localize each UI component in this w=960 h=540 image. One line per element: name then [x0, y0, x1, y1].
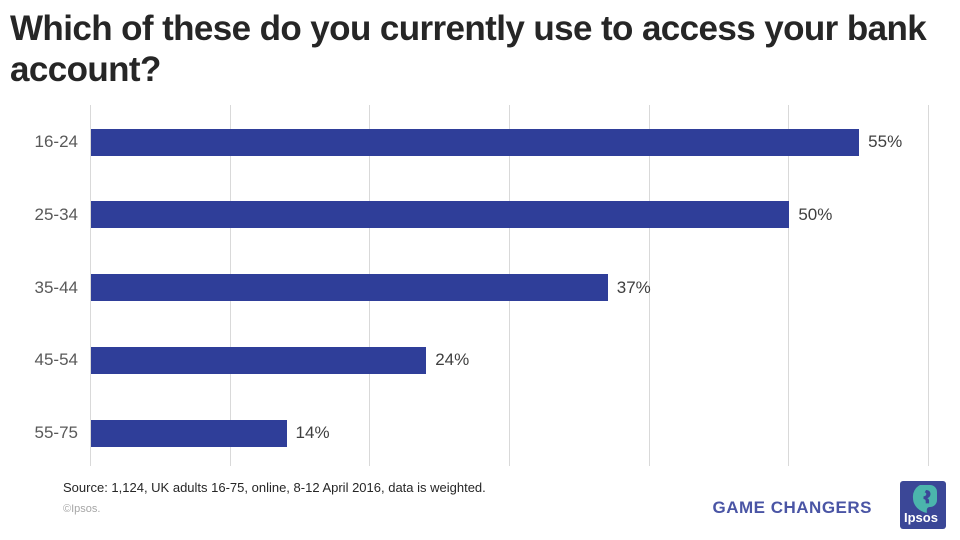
bar	[91, 346, 427, 374]
category-label: 25-34	[34, 204, 78, 224]
page-title: Which of these do you currently use to a…	[10, 9, 927, 90]
game-changers-logo: GAME CHANGERS	[712, 498, 872, 517]
category-label: 55-75	[34, 423, 78, 442]
gridline	[648, 105, 650, 466]
copyright-text: ©Ipsos.	[63, 503, 101, 515]
category-label: 35-44	[34, 277, 78, 297]
source-text: Source: 1,124, UK adults 16-75, online, …	[63, 480, 486, 495]
value-label: 55%	[868, 132, 903, 151]
bar	[91, 274, 608, 301]
value-label: 50%	[798, 204, 833, 224]
bar	[91, 128, 860, 156]
ipsos-logo-comma	[923, 490, 931, 504]
value-label: 24%	[435, 350, 470, 370]
chart-area: 16-24 55% 25-34 50% 35-44 37% 45-54 24% 55-75 14%	[0, 105, 960, 466]
value-label: 14%	[295, 423, 330, 442]
bar	[91, 201, 790, 229]
gridline	[788, 105, 790, 466]
gridline	[90, 105, 91, 466]
ipsos-logo: Ipsos	[900, 481, 946, 529]
bar	[91, 419, 287, 447]
category-label: 45-54	[34, 350, 78, 370]
value-label: 37%	[616, 277, 651, 297]
ipsos-logo-text: Ipsos	[904, 510, 938, 525]
gridline	[928, 105, 929, 466]
category-label: 16-24	[34, 132, 78, 151]
